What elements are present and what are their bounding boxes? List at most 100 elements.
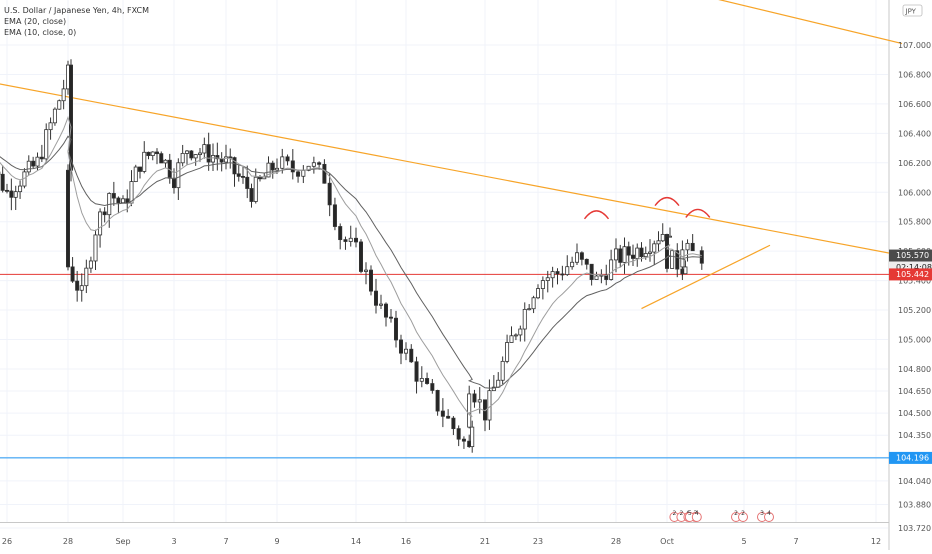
candle-body[interactable] [61,88,66,102]
event-flag-icon[interactable] [738,512,748,522]
candle-body[interactable] [332,204,337,227]
candle-body[interactable] [353,237,358,243]
candle-body[interactable] [589,263,594,280]
candle-body[interactable] [301,169,306,177]
candle-body[interactable] [373,290,378,306]
trendline-2[interactable] [577,0,903,45]
candle-body[interactable] [5,189,10,192]
candle-body[interactable] [69,64,74,171]
candle-body[interactable] [513,334,518,337]
candle-body[interactable] [9,190,14,198]
candle-body[interactable] [210,155,215,163]
candle-body[interactable] [249,188,254,202]
candle-body[interactable] [430,383,435,391]
candle-body[interactable] [383,303,388,318]
candle-body[interactable] [39,156,44,160]
candle-body[interactable] [98,211,103,236]
candle-body[interactable] [137,166,142,172]
candle-body[interactable] [467,393,472,428]
candle-body[interactable] [189,150,194,159]
trendline-1[interactable] [641,244,771,310]
annotation-arc-0[interactable] [583,210,610,220]
candle-body[interactable] [57,100,62,110]
candle-body[interactable] [584,258,589,265]
candle-body[interactable] [219,158,224,163]
ema20-label[interactable]: EMA (20, close) [4,17,67,26]
candle-body[interactable] [197,152,202,155]
candle-body[interactable] [274,167,279,171]
event-flag-icon[interactable] [691,512,702,522]
candle-body[interactable] [270,162,275,171]
candle-body[interactable] [48,122,53,131]
candle-body[interactable] [579,252,584,260]
candle-body[interactable] [652,243,657,253]
candle-body[interactable] [358,241,363,272]
candle-body[interactable] [575,252,580,263]
candle-body[interactable] [378,303,383,306]
candle-body[interactable] [202,144,207,154]
candle-body[interactable] [253,176,258,202]
candle-body[interactable] [639,247,644,258]
ema20-line[interactable] [0,135,702,389]
candle-body[interactable] [398,339,403,354]
currency-badge-bg[interactable] [902,4,923,17]
candle-body[interactable] [35,156,40,167]
candle-body[interactable] [193,154,198,159]
candle-body[interactable] [93,234,98,262]
annotation-arc-1[interactable] [654,196,680,207]
candle-body[interactable] [665,235,670,269]
candle-body[interactable] [215,155,220,160]
candle-body[interactable] [491,386,496,392]
candle-body[interactable] [129,181,134,204]
candle-body[interactable] [419,378,424,382]
candle-body[interactable] [487,390,492,421]
candle-body[interactable] [121,198,126,204]
candle-body[interactable] [154,151,159,155]
candle-body[interactable] [496,379,501,388]
candle-body[interactable] [236,173,241,177]
candle-body[interactable] [66,169,71,268]
candle-body[interactable] [322,163,327,184]
candle-body[interactable] [232,157,237,175]
candle-body[interactable] [88,260,93,269]
candle-body[interactable] [622,246,627,263]
candle-body[interactable] [240,175,245,178]
candle-body[interactable] [52,108,57,124]
candle-body[interactable] [435,390,440,412]
candle-body[interactable] [262,176,267,180]
candle-body[interactable] [18,185,23,193]
candle-body[interactable] [631,254,636,259]
candle-body[interactable] [614,248,619,261]
candle-body[interactable] [440,410,445,417]
candle-body[interactable] [505,342,510,362]
candle-body[interactable] [477,399,482,403]
candle-body[interactable] [536,288,541,299]
candle-body[interactable] [527,308,532,311]
candle-body[interactable] [343,239,348,242]
candle-body[interactable] [163,159,168,164]
candle-body[interactable] [159,153,164,164]
candle-body[interactable] [500,360,505,381]
candle-body[interactable] [414,361,419,382]
candle-body[interactable] [150,151,155,156]
candle-body[interactable] [456,428,461,440]
candle-body[interactable] [368,269,373,292]
symbol-title[interactable]: U.S. Dollar / Japanese Yen, 4h, FXCM [4,6,150,15]
candle-body[interactable] [146,151,151,156]
candle-body[interactable] [545,277,550,281]
candle-body[interactable] [393,317,398,341]
candle-body[interactable] [472,393,477,403]
candle-body[interactable] [338,226,343,241]
candle-body[interactable] [660,233,665,242]
candle-body[interactable] [327,182,332,206]
candle-body[interactable] [206,144,211,163]
candle-body[interactable] [626,246,631,256]
ema10-label[interactable]: EMA (10, close, 0) [4,28,77,37]
trendline-0[interactable] [0,80,903,257]
candle-body[interactable] [670,250,675,269]
candle-body[interactable] [296,171,301,177]
candle-body[interactable] [363,269,368,272]
candle-body[interactable] [509,335,514,343]
candle-body[interactable] [285,156,290,162]
